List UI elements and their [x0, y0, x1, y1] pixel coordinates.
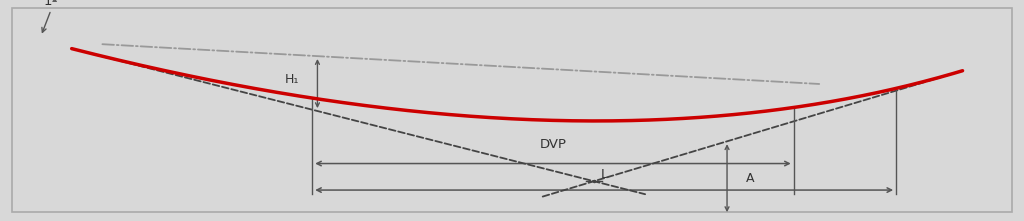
Text: A: A — [745, 172, 754, 185]
Text: DVP: DVP — [540, 138, 566, 151]
Text: 1º: 1º — [44, 0, 58, 8]
Text: L: L — [600, 168, 608, 181]
Text: H₁: H₁ — [285, 73, 299, 86]
